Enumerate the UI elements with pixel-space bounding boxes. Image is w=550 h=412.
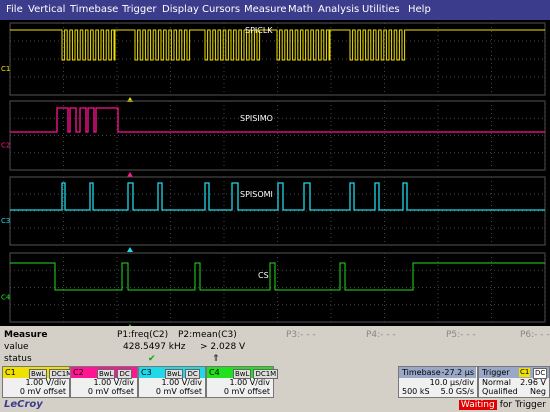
trace-label: SPICLK [245, 26, 273, 35]
channel-header: C4 BwL DC1M [207, 367, 279, 379]
channel-offset: 0 mV offset [87, 387, 134, 396]
channel-box[interactable]: C1 BwL DC1M 1.00 V/div 0 mV offset [2, 366, 75, 398]
channel-box[interactable]: C2 BwL DC 1.00 V/div 0 mV offset [70, 366, 138, 398]
menu-item[interactable]: Vertical [28, 4, 66, 15]
channel-header: C1 BwL DC1M [3, 367, 75, 379]
channel-box[interactable]: C3 BwL DC 1.00 V/div 0 mV offset [138, 366, 206, 398]
menu-item[interactable]: Display [162, 4, 199, 15]
bandwidth-tag: BwL [165, 369, 184, 379]
channel-scale: 1.00 V/div [161, 378, 202, 387]
waveform-area: C1 SPICLK C2 SPISIMO C3 SPISOMI C4 CS [0, 20, 550, 326]
bandwidth-tag: BwL [97, 369, 116, 379]
menu-item[interactable]: Cursors [202, 4, 241, 15]
trigger-slope: Neg [530, 387, 546, 396]
coupling-tag: DC [185, 369, 200, 379]
channel-tags: BwL DC1M [231, 368, 279, 379]
menu-item[interactable]: Measure [244, 4, 287, 15]
timebase-rate: 5.0 GS/s [440, 387, 474, 396]
channel-label: C4 [1, 294, 11, 302]
channel-scale: 1.00 V/div [93, 378, 134, 387]
timebase-samples: 500 kS [402, 387, 430, 396]
trace-label: SPISIMO [240, 114, 273, 123]
channel-label: C3 [1, 217, 10, 225]
channel-name: C3 [141, 368, 152, 377]
channel-offset: 0 mV offset [155, 387, 202, 396]
measure-value: > 2.028 V [200, 342, 246, 352]
trigger-title: Trigger [479, 367, 549, 378]
waveform [10, 262, 545, 291]
channel-tags: BwL DC1M [27, 368, 75, 379]
measure-header: P1:freq(C2) [117, 330, 169, 340]
channel-name: C1 [5, 368, 16, 377]
bandwidth-tag: BwL [29, 369, 48, 379]
channel-label: C1 [1, 65, 10, 73]
bandwidth-tag: BwL [233, 369, 252, 379]
status-word: Waiting [458, 400, 497, 410]
menu-item[interactable]: Analysis [318, 4, 360, 15]
trigger-coupling: DC [533, 368, 548, 379]
menu-item[interactable]: File [6, 4, 23, 15]
menu-item[interactable]: Math [288, 4, 314, 15]
channel-name: C4 [209, 368, 220, 377]
measure-header: P5:- - - [446, 330, 476, 340]
channel-tags: BwL DC [95, 368, 132, 379]
trigger-source: C1 [519, 368, 531, 377]
menu-item[interactable]: Timebase [70, 4, 119, 15]
trigger-marker [128, 324, 132, 326]
trigger-type: Qualified [482, 387, 518, 396]
measure-value: value [4, 342, 29, 352]
coupling-tag: DC1M [253, 369, 279, 379]
channel-scale: 1.00 V/div [25, 378, 66, 387]
channel-header: C3 BwL DC [139, 367, 205, 379]
measure-status: ✔ [148, 354, 156, 364]
menu-item[interactable]: Help [408, 4, 431, 15]
timebase-title: Timebase [399, 367, 476, 378]
measure-header: P4:- - - [366, 330, 396, 340]
waveform [10, 107, 545, 133]
channel-label: C2 [1, 142, 10, 150]
trace-label: SPISOMI [240, 190, 273, 199]
trigger-marker [127, 172, 133, 177]
coupling-tag: DC [117, 369, 132, 379]
status-rest: for Trigger [499, 400, 546, 410]
measure-status: status [4, 354, 32, 364]
measure-header: P6:- - - [520, 330, 550, 340]
trigger-mode: Normal [482, 378, 511, 387]
channel-name: C2 [73, 368, 84, 377]
channel-offset: 0 mV offset [19, 387, 66, 396]
menu-item[interactable]: Trigger [122, 4, 157, 15]
trigger-level: 2.96 V [520, 378, 546, 387]
menu-bar: File Vertical Timebase Trigger Display Cursor… [0, 0, 550, 20]
measure-header: P3:- - - [286, 330, 316, 340]
measure-header: Measure [4, 330, 48, 340]
waveform [10, 182, 545, 211]
waveform [10, 29, 545, 61]
channel-scale: 1.00 V/div [229, 378, 270, 387]
channel-tags: BwL DC [163, 368, 200, 379]
measure-status: ⇑ [212, 354, 220, 364]
timebase-delay: -27.2 µs [441, 368, 475, 377]
measure-header: P2:mean(C3) [178, 330, 237, 340]
channel-offset: 0 mV offset [223, 387, 270, 396]
channel-box[interactable]: C4 BwL DC1M 1.00 V/div 0 mV offset [206, 366, 279, 398]
channel-header: C2 BwL DC [71, 367, 137, 379]
timebase-scale: 10.0 µs/div [429, 378, 474, 387]
brand-logo: LeCroy [4, 399, 43, 410]
timebase-box[interactable]: Timebase -27.2 µs 10.0 µs/div 500 kS 5.0 GS/… [398, 366, 478, 398]
trigger-box[interactable]: Trigger C1 DC Normal 2.96 V Qualified Neg [478, 366, 550, 398]
acquisition-status: Waiting for Trigger [458, 400, 546, 410]
measure-value: 428.5497 kHz [123, 342, 186, 352]
trace-label: CS [258, 271, 269, 280]
menu-item[interactable]: Utilities [362, 4, 400, 15]
trigger-marker [127, 247, 133, 252]
